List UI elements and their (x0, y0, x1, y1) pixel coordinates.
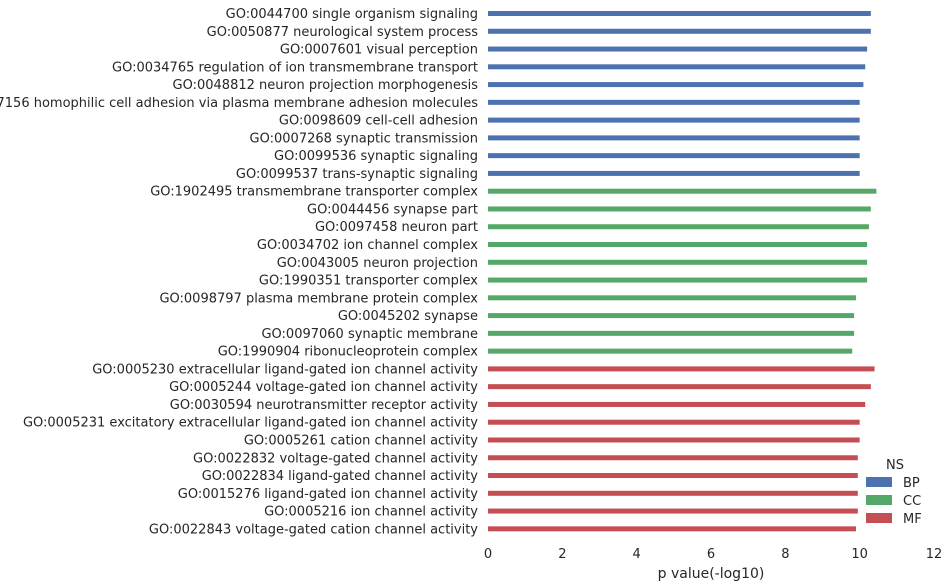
bar-mf (488, 473, 858, 479)
bar-bp (488, 64, 866, 70)
category-label: GO:0005261 cation channel activity (244, 433, 478, 448)
bar-bp (488, 28, 871, 34)
x-tick-label: 10 (851, 547, 868, 562)
category-label: GO:0005230 extracellular ligand-gated io… (92, 362, 478, 377)
legend: NS BP CC MF (866, 458, 922, 527)
category-label: GO:0097060 synaptic membrane (261, 327, 478, 342)
category-label: GO:0044700 single organism signaling (226, 7, 478, 22)
bar-mf (488, 455, 858, 461)
legend-swatch-mf (866, 513, 892, 523)
x-axis-ticks: 0 2 4 6 8 10 12 (484, 547, 942, 562)
category-label: GO:0099536 synaptic signaling (274, 149, 478, 164)
legend-label-bp: BP (903, 476, 920, 491)
legend-label-cc: CC (903, 494, 921, 509)
category-labels: GO:0044700 single organism signaling GO:0… (0, 7, 478, 537)
category-label: GO:0099537 trans-synaptic signaling (236, 167, 478, 182)
bar-bp (488, 11, 871, 16)
bar-mf (488, 384, 871, 390)
legend-title: NS (886, 458, 904, 473)
bar-cc (488, 206, 871, 212)
category-label: GO:0050877 neurological system process (207, 25, 479, 40)
bar-cc (488, 242, 868, 248)
legend-swatch-cc (866, 495, 892, 505)
category-label: GO:0007601 visual perception (280, 43, 478, 58)
bar-bp (488, 99, 860, 105)
legend-swatch-bp (866, 477, 892, 487)
category-label: GO:1990351 transporter complex (259, 274, 478, 289)
category-label: GO:0034765 regulation of ion transmembra… (112, 60, 478, 75)
bar-mf (488, 437, 860, 443)
x-tick-label: 8 (781, 547, 789, 562)
bar-cc (488, 259, 868, 265)
bar-bp (488, 170, 860, 176)
category-label: GO:0007268 synaptic transmission (250, 131, 478, 146)
legend-label-mf: MF (903, 512, 922, 527)
bar-cc (488, 295, 856, 301)
category-label: GO:0043005 neuron projection (277, 256, 478, 271)
legend-entries: BP CC MF (866, 476, 922, 527)
category-label: GO:0005244 voltage-gated ion channel act… (169, 380, 478, 395)
category-label: GO:0005216 ion channel activity (264, 505, 478, 520)
bar-bp (488, 117, 860, 123)
x-tick-label: 2 (558, 547, 566, 562)
bars-layer (488, 11, 877, 532)
bar-mf (488, 366, 875, 372)
category-label: GO:0005231 excitatory extracellular liga… (23, 416, 478, 431)
x-axis-title: p value(-log10) (658, 566, 765, 582)
bar-cc (488, 348, 853, 354)
category-label: GO:0022843 voltage-gated cation channel … (149, 522, 478, 537)
category-label: GO:0015276 ligand-gated ion channel acti… (178, 487, 479, 502)
bar-mf (488, 508, 858, 514)
bar-bp (488, 153, 860, 159)
bar-mf (488, 401, 866, 407)
bar-bp (488, 46, 868, 52)
bar-mf (488, 526, 856, 532)
x-tick-label: 6 (707, 547, 715, 562)
category-label: GO:0044456 synapse part (307, 202, 478, 217)
category-label: GO:1902495 transmembrane transporter com… (150, 185, 478, 200)
bar-mf (488, 419, 860, 425)
bar-cc (488, 277, 868, 283)
bar-cc (488, 313, 855, 319)
category-label: GO:1990904 ribonucleoprotein complex (218, 345, 479, 360)
bar-bp (488, 135, 860, 141)
category-label: GO:0022834 ligand-gated channel activity (202, 469, 479, 484)
category-label: GO:0097458 neuron part (315, 220, 478, 235)
x-tick-label: 12 (926, 547, 943, 562)
category-label: GO:0045202 synapse (338, 309, 478, 324)
category-label: GO:0022832 voltage-gated channel activit… (193, 451, 478, 466)
category-label: GO:0048812 neuron projection morphogenes… (173, 78, 479, 93)
category-label: GO:0034702 ion channel complex (257, 238, 478, 253)
bar-cc (488, 330, 855, 336)
x-tick-label: 4 (633, 547, 641, 562)
bar-mf (488, 490, 858, 496)
x-tick-label: 0 (484, 547, 492, 562)
category-label: GO:0098797 plasma membrane protein compl… (159, 291, 478, 306)
category-label: GO:0098609 cell-cell adhesion (279, 114, 478, 129)
bar-cc (488, 224, 869, 230)
category-label: GO:0030594 neurotransmitter receptor act… (170, 398, 479, 413)
bar-bp (488, 82, 864, 88)
category-label: GO:0007156 homophilic cell adhesion via … (0, 96, 478, 111)
bar-cc (488, 188, 877, 194)
